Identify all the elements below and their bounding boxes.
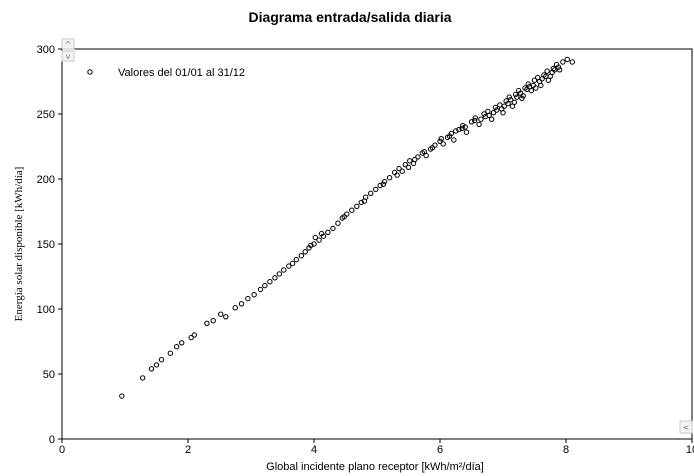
x-tick-label: 6 [437, 444, 443, 456]
chart-title: Diagrama entrada/salida diaria [248, 9, 451, 25]
y-tick-label: 200 [37, 174, 55, 186]
plot-frame [62, 49, 692, 439]
y-tick-label: 100 [37, 304, 55, 316]
legend-label: Valores del 01/01 al 31/12 [118, 67, 245, 79]
y-tick-label: 0 [49, 434, 55, 446]
scroll-left-button[interactable]: < [680, 421, 692, 433]
x-tick-label: 2 [185, 444, 191, 456]
x-axis: 0 2 4 6 8 10 [59, 439, 694, 456]
x-axis-label: Global incidente plano receptor [kWh/m²/… [266, 461, 484, 473]
y-tick-label: 250 [37, 109, 55, 121]
chevron-up-icon[interactable]: ^ [65, 40, 72, 49]
y-tick-label: 50 [43, 369, 55, 381]
x-tick-label: 10 [686, 444, 694, 456]
y-axis: 0 50 100 150 200 250 300 [37, 44, 62, 446]
x-tick-label: 4 [311, 444, 317, 456]
x-tick-label: 8 [563, 444, 569, 456]
scroll-up-button[interactable]: ^ [62, 39, 74, 49]
y-tick-label: 150 [37, 239, 55, 251]
scroll-down-button[interactable]: v [62, 51, 74, 61]
y-tick-label: 300 [37, 44, 55, 56]
chevron-left-icon[interactable]: < [683, 423, 690, 432]
x-tick-label: 0 [59, 444, 65, 456]
y-axis-label: Energía solar disponible [kWh/día] [13, 167, 25, 322]
chevron-down-icon[interactable]: v [66, 52, 71, 61]
